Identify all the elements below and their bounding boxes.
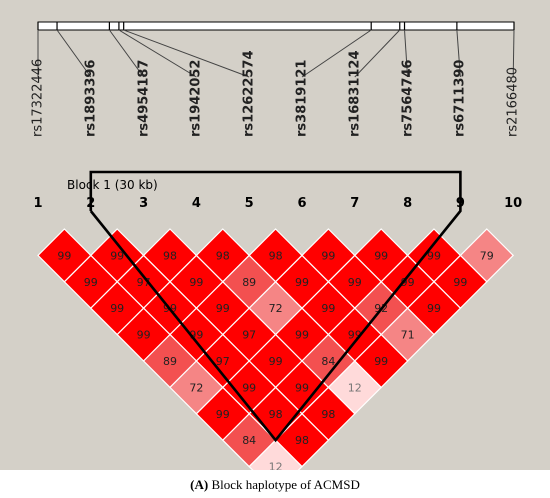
- ld-cell-value: 97: [242, 329, 256, 342]
- snp-name-text: rs12622574: [241, 50, 257, 137]
- ld-cell-value: 99: [216, 302, 230, 315]
- snp-index: 1: [33, 196, 43, 211]
- snp-index: 3: [139, 196, 149, 211]
- ld-cell-value: 99: [453, 276, 467, 289]
- ld-cell-value: 99: [295, 276, 309, 289]
- ld-cell-value: 98: [295, 434, 309, 447]
- snp-name-text: rs1893396: [83, 59, 99, 137]
- ld-cell-value: 98: [269, 249, 283, 262]
- ld-cell-value: 99: [84, 276, 98, 289]
- snp-index: 5: [244, 196, 254, 211]
- ld-cell-value: 89: [163, 355, 177, 368]
- snp-name-label: rs3819121: [292, 34, 312, 152]
- snp-name-text: rs2166480: [505, 66, 521, 137]
- snp-index: 10: [504, 196, 523, 211]
- snp-name-label: rs12622574: [239, 34, 259, 152]
- caption-prefix: (A): [190, 477, 209, 492]
- ld-cell-value: 98: [321, 408, 335, 421]
- caption-text: Block haplotype of ACMSD: [208, 477, 360, 492]
- block-outline-path: [89, 170, 462, 443]
- ld-cell-value: 84: [321, 355, 335, 368]
- snp-index: 6: [297, 196, 307, 211]
- ld-cell-value: 99: [321, 302, 335, 315]
- snp-name-label: rs6711390: [450, 34, 470, 152]
- snp-name-label: rs17322446: [28, 34, 48, 152]
- snp-name-label: rs2166480: [503, 34, 523, 152]
- position-connector: [404, 29, 409, 78]
- ld-cell-value: 99: [374, 355, 388, 368]
- ld-cell-value: 99: [374, 249, 388, 262]
- snp-name-text: rs3819121: [294, 59, 310, 137]
- ld-cell-value: 12: [269, 461, 283, 470]
- physical-position-map: [37, 21, 515, 78]
- figure-caption: (A) Block haplotype of ACMSD: [0, 477, 550, 493]
- ld-cell-value: 99: [216, 408, 230, 421]
- ld-cell-value: 89: [242, 276, 256, 289]
- position-connector: [456, 29, 461, 78]
- ld-cell-value: 99: [110, 302, 124, 315]
- position-connector: [512, 29, 515, 78]
- ld-cell-value: 99: [189, 276, 203, 289]
- ld-cell-value: 72: [189, 381, 203, 394]
- ld-cell-value: 99: [348, 276, 362, 289]
- position-connector: [56, 29, 92, 78]
- snp-name-label: rs4954187: [134, 34, 154, 152]
- position-connector: [118, 29, 197, 78]
- snp-index: 8: [403, 196, 413, 211]
- snp-index: 9: [455, 196, 465, 211]
- haplotype-block-outline: [89, 170, 462, 443]
- ld-cell-value: 99: [321, 249, 335, 262]
- ld-cell-value: 99: [269, 355, 283, 368]
- ld-cell-value: 99: [427, 302, 441, 315]
- snp-name-text: rs6711390: [452, 59, 468, 137]
- ld-cell-value: 99: [110, 249, 124, 262]
- ld-cell-value: 84: [242, 434, 256, 447]
- ld-cell-diamond: [248, 439, 303, 470]
- snp-name-text: rs16831124: [347, 50, 363, 137]
- ld-cell-value: 99: [242, 381, 256, 394]
- ld-cell-value: 72: [269, 302, 283, 315]
- ld-cell-value: 98: [216, 249, 230, 262]
- snp-name-text: rs4954187: [136, 59, 152, 137]
- position-connector: [354, 29, 401, 78]
- snp-name-text: rs1942052: [188, 59, 204, 137]
- snp-name-label: rs1893396: [81, 34, 101, 152]
- snp-name-text: rs7564746: [400, 59, 416, 137]
- ld-cell: 12: [248, 439, 303, 470]
- ld-matrix: 99 99 98 98 98 99 99 99 79 99 97 99 89 99 99 99 99 99 99 99…: [37, 228, 515, 470]
- ld-cell-value: 71: [401, 329, 415, 342]
- snp-index: 7: [350, 196, 360, 211]
- ld-cell-value: 99: [57, 249, 71, 262]
- position-connector: [301, 29, 372, 78]
- ld-cell-value: 97: [216, 355, 230, 368]
- ld-cell-value: 12: [348, 381, 362, 394]
- snp-name-label: rs16831124: [345, 34, 365, 152]
- block-label: Block 1 (30 kb): [67, 178, 158, 192]
- snp-name-text: rs17322446: [30, 58, 46, 137]
- ld-cell-value: 99: [295, 381, 309, 394]
- ld-cell-value: 99: [427, 249, 441, 262]
- ld-cell-value: 79: [480, 249, 494, 262]
- ld-cell-value: 99: [295, 329, 309, 342]
- snp-index: 2: [86, 196, 96, 211]
- ld-cell-value: 98: [269, 408, 283, 421]
- snp-index: 4: [191, 196, 201, 211]
- ld-cell-value: 98: [163, 249, 177, 262]
- snp-name-label: rs7564746: [398, 34, 418, 152]
- snp-name-label: rs1942052: [186, 34, 206, 152]
- ld-cell-value: 99: [137, 329, 151, 342]
- ld-plot-figure: 99 99 98 98 98 99 99 99 79 99 97 99 89 99 99 99 99 99 99 99…: [0, 0, 550, 470]
- position-connector: [123, 29, 250, 78]
- position-connector: [108, 29, 145, 78]
